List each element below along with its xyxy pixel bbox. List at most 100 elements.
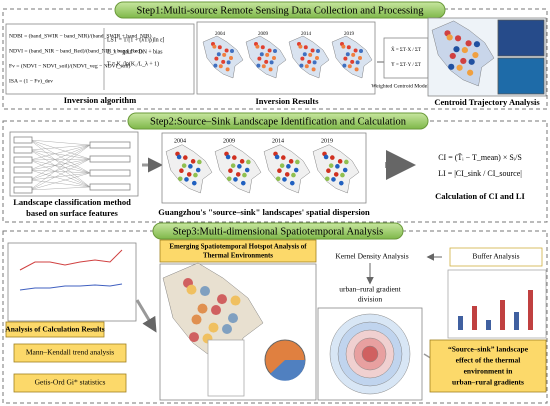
- map-dot: [183, 155, 188, 160]
- label: LI = |CI_sink / CI_source|: [438, 169, 522, 178]
- map-dot: [208, 322, 219, 333]
- net: [29, 144, 91, 161]
- map-dot: [264, 59, 269, 64]
- label: Step2:Source–Sink Landscape Identificati…: [150, 116, 407, 127]
- map-dot: [295, 159, 300, 165]
- net: [29, 159, 91, 174]
- map-dot: [189, 332, 199, 343]
- label: Step1:Multi-source Remote Sensing Data C…: [137, 5, 425, 16]
- map-dot: [246, 159, 251, 165]
- net: [29, 139, 91, 160]
- map-dot: [456, 64, 463, 71]
- map-dot: [354, 67, 359, 72]
- box: [13, 373, 127, 393]
- map-dot: [260, 45, 265, 50]
- box: [89, 155, 131, 163]
- map-dot: [275, 176, 281, 182]
- map-dot: [342, 63, 347, 68]
- box: [449, 247, 543, 267]
- label: 2014: [272, 138, 284, 144]
- net: [29, 158, 91, 161]
- map-dot: [341, 44, 346, 49]
- map-dot: [272, 56, 276, 61]
- box: [13, 136, 33, 144]
- label: 2004: [174, 138, 186, 144]
- map-dot: [324, 176, 330, 182]
- map-dot: [345, 52, 350, 57]
- box: [500, 300, 505, 330]
- label: Getis-Ord Gi* statistics: [35, 378, 106, 387]
- map-dot: [330, 155, 335, 160]
- map-dot: [257, 56, 262, 61]
- label: urban–rural gradients: [452, 378, 524, 387]
- net: [29, 149, 91, 188]
- map-dot: [343, 56, 348, 61]
- label: L_λ = gain × DN + bias: [107, 49, 163, 55]
- map-dot: [307, 59, 312, 64]
- box: [13, 343, 127, 363]
- net: [29, 144, 91, 171]
- map-dot: [244, 167, 250, 173]
- map-dot: [214, 56, 219, 61]
- box: [497, 57, 545, 95]
- label: Analysis of Calculation Results: [5, 325, 104, 334]
- panel: [2, 230, 548, 404]
- label: based on surface features: [26, 208, 118, 218]
- label: Kernel Density Analysis: [335, 252, 408, 261]
- map-dot: [310, 48, 315, 53]
- map-dot: [308, 52, 313, 57]
- map-dot: [230, 295, 241, 306]
- label: Calculation of CI and LI: [435, 191, 525, 201]
- label: Centroid Trajectory Analysis: [434, 97, 540, 107]
- map-dot: [237, 164, 242, 169]
- map-dot: [256, 63, 261, 68]
- map-dot: [232, 155, 237, 160]
- map-dot: [211, 305, 221, 316]
- map-dot: [326, 168, 331, 174]
- map-dot: [217, 294, 227, 305]
- label: effect of the thermal: [456, 356, 521, 365]
- map-dot: [312, 60, 317, 65]
- map-dot: [273, 49, 277, 54]
- label: urban–rural gradient: [339, 285, 401, 294]
- map-dot: [286, 164, 291, 169]
- net: [29, 144, 91, 151]
- map-dot: [226, 60, 231, 65]
- map-dot: [197, 159, 202, 165]
- map-dot: [298, 44, 303, 49]
- map-dot: [221, 59, 226, 64]
- label: X̄ = ΣT·X / ΣT: [391, 47, 421, 53]
- label: Inversion Results: [255, 96, 319, 106]
- net: [29, 172, 91, 191]
- step-banner: [127, 112, 429, 130]
- label: Weighted Centroid Model: [371, 83, 429, 89]
- map-dot: [228, 168, 233, 174]
- arrow: [135, 299, 157, 333]
- label: Emerging Spatiotemporal Hotspot Analysis…: [169, 243, 307, 251]
- box: [13, 146, 33, 154]
- map-dot: [304, 64, 309, 69]
- map-dot: [188, 164, 193, 169]
- box: [13, 166, 33, 174]
- map-dot: [291, 172, 296, 178]
- map-dot: [242, 172, 247, 178]
- net: [29, 139, 91, 174]
- map-dot: [293, 167, 299, 173]
- map-dot: [284, 172, 290, 177]
- map-dot: [228, 313, 238, 324]
- label: Thermal Environments: [203, 252, 273, 260]
- map-dot: [468, 58, 475, 65]
- map-dot: [190, 159, 196, 164]
- label: Mann–Kendall trend analysis: [26, 348, 114, 357]
- map-dot: [281, 155, 286, 160]
- box: [159, 239, 317, 263]
- map-dot: [460, 57, 467, 65]
- label: Inversion algorithm: [64, 95, 137, 105]
- map-dot: [226, 176, 232, 182]
- label: T = K₂/ln(K₁/L_λ + 1): [107, 60, 159, 67]
- map-dot: [239, 159, 245, 164]
- box: [13, 156, 33, 164]
- map-dot: [176, 154, 182, 160]
- map-dot: [300, 56, 305, 61]
- label: 2009: [258, 32, 269, 37]
